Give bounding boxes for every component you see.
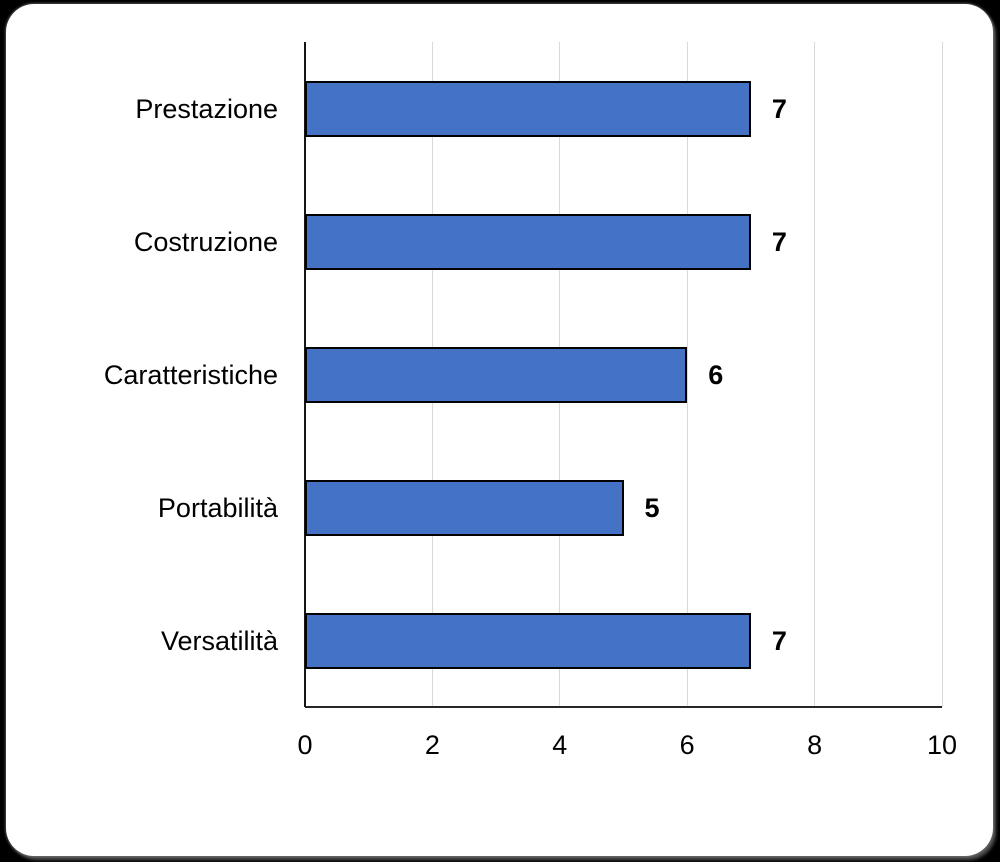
gridline-x-8 [814, 42, 816, 707]
x-tick-label: 6 [679, 730, 695, 760]
value-label: 7 [771, 93, 787, 124]
x-tick-label: 10 [926, 730, 958, 760]
value-label: 7 [771, 226, 787, 257]
x-tick-label: 0 [297, 730, 313, 760]
category-label: Versatilità [160, 625, 278, 656]
category-label: Portabilità [157, 492, 278, 523]
x-tick-label: 2 [424, 730, 440, 760]
bar [305, 612, 751, 669]
bar [305, 80, 751, 137]
category-label: Caratteristiche [103, 359, 278, 390]
category-label: Costruzione [133, 226, 278, 257]
value-label: 7 [771, 625, 787, 656]
bar [305, 346, 688, 403]
bar [305, 479, 624, 536]
bar [305, 213, 751, 270]
chart-card: 0 2 4 6 8 10 Prestazione 7 Costruzione 7 Caratteri… [6, 4, 993, 856]
bar-chart: 0 2 4 6 8 10 Prestazione 7 Costruzione 7 Caratteri… [6, 4, 993, 856]
x-tick-label: 4 [552, 730, 568, 760]
x-tick-label: 8 [807, 730, 823, 760]
gridline-x-6 [686, 42, 688, 707]
x-axis-line [305, 706, 942, 708]
category-label: Prestazione [135, 93, 278, 124]
value-label: 6 [708, 359, 724, 390]
value-label: 5 [644, 492, 660, 523]
gridline-x-10 [941, 42, 943, 707]
